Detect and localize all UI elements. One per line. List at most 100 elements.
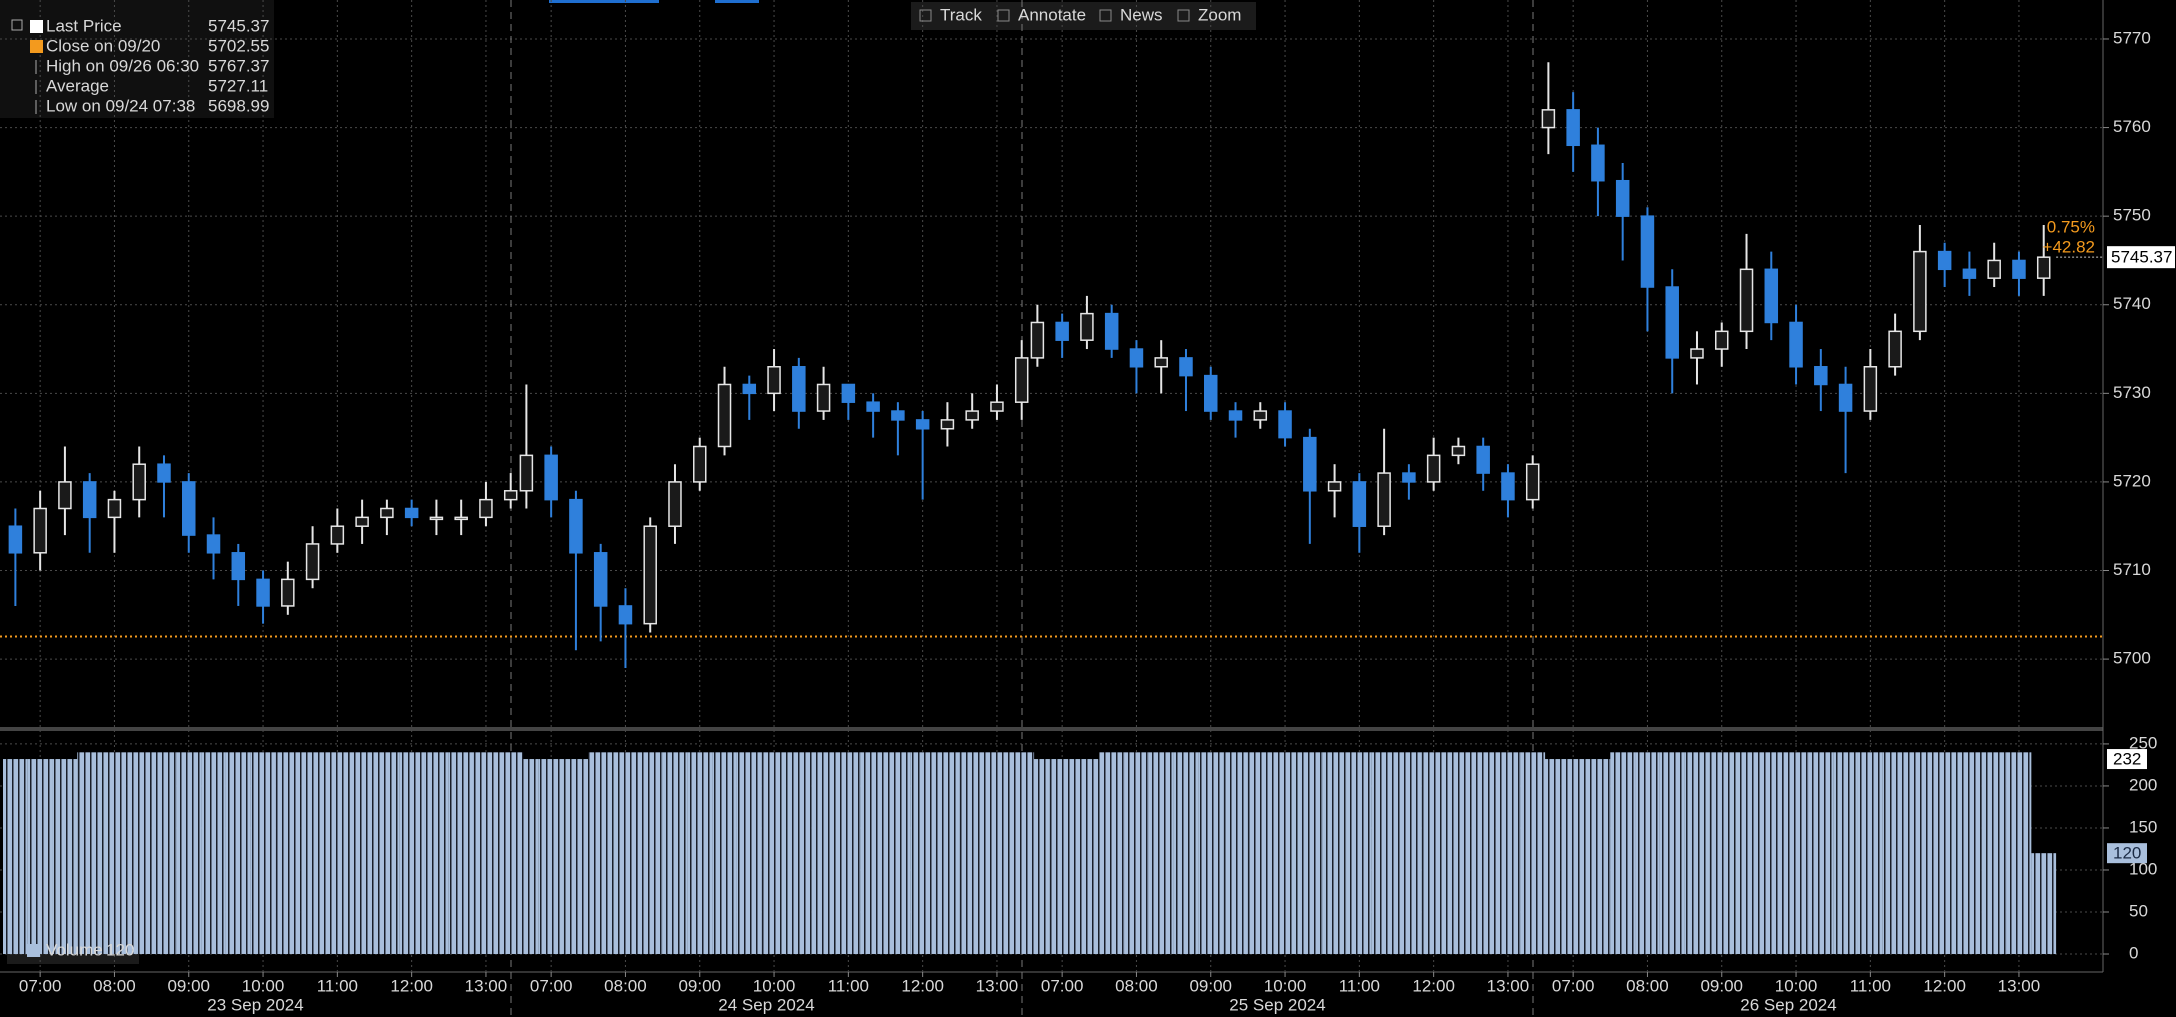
candle-body — [841, 383, 856, 403]
volume-bar — [662, 752, 688, 955]
legend-toggle[interactable] — [11, 19, 23, 31]
y-tick-label: 0 — [2129, 944, 2138, 963]
candle-body — [1665, 286, 1679, 359]
candle-body — [816, 383, 831, 412]
volume-bar — [473, 752, 499, 955]
x-tick-label: 08:00 — [604, 976, 647, 995]
x-tick-label: 09:00 — [1189, 976, 1232, 995]
x-tick-label: 09:00 — [1700, 976, 1743, 995]
volume-bar — [1758, 752, 1784, 955]
y-tick-label: 5760 — [2113, 117, 2151, 136]
x-tick-label: 13:00 — [1487, 976, 1530, 995]
volume-bar — [27, 759, 53, 955]
volume-bar — [1495, 752, 1521, 955]
toolbar-icon[interactable] — [1099, 9, 1112, 22]
volume-bar — [786, 752, 812, 955]
candle-body — [915, 419, 930, 430]
toolbar-icon[interactable] — [919, 9, 932, 22]
legend-label: High on 09/26 06:30 — [46, 56, 199, 75]
volume-bar — [201, 752, 226, 955]
toolbar-icon[interactable] — [1177, 9, 1190, 22]
x-tick-label: 08:00 — [1115, 976, 1158, 995]
volume-bar — [1684, 752, 1710, 955]
candle-body — [1228, 410, 1243, 421]
volume-bar — [1957, 752, 1982, 955]
candle-body — [767, 366, 781, 395]
toolbar-button[interactable]: News — [1120, 5, 1163, 24]
candle-body — [643, 525, 657, 625]
candle-body — [1962, 268, 1977, 279]
volume-bar — [1322, 752, 1347, 955]
volume-bar — [885, 752, 911, 955]
volume-bar — [1247, 752, 1273, 955]
candle-body — [1402, 472, 1416, 483]
candle-body — [1888, 330, 1902, 368]
candle-body — [1863, 366, 1878, 412]
legend-label: Average — [46, 76, 109, 95]
volume-bar — [1396, 752, 1422, 955]
change-pct: 0.75% — [2047, 218, 2095, 237]
tab[interactable] — [549, 0, 659, 3]
candle-body — [1179, 357, 1193, 377]
candle-body — [1715, 330, 1729, 350]
candle-body — [965, 410, 979, 421]
volume-bar — [1635, 752, 1660, 955]
candle-body — [1739, 268, 1754, 333]
candle-body — [1789, 321, 1803, 368]
candle-body — [940, 419, 955, 430]
toolbar-button[interactable]: Zoom — [1198, 5, 1241, 24]
candle-body — [1937, 250, 1952, 271]
volume-bar — [52, 759, 78, 955]
y-tick-label: 100 — [2129, 859, 2157, 878]
candle-body — [1154, 357, 1168, 368]
candle-body — [1253, 410, 1268, 421]
y-tick-label: 200 — [2129, 775, 2157, 794]
volume-bar — [1099, 752, 1125, 955]
volume-bar — [77, 752, 103, 955]
candle-body — [1690, 348, 1704, 359]
candle-body — [1014, 357, 1029, 403]
volume-bar — [712, 752, 737, 955]
tab[interactable] — [715, 0, 759, 3]
x-tick-label: 11:00 — [1339, 976, 1380, 995]
candle-body — [1204, 374, 1218, 412]
y-tick-label: 50 — [2129, 901, 2148, 920]
volume-bar — [1173, 752, 1199, 955]
candle-body — [1615, 179, 1630, 217]
x-tick-label: 09:00 — [167, 976, 210, 995]
date-label: 23 Sep 2024 — [207, 995, 303, 1014]
y-tick-label: 150 — [2129, 817, 2157, 836]
last-price-label: 5745.37 — [2111, 248, 2172, 267]
volume-bar — [1981, 752, 2007, 955]
volume-bar — [2031, 853, 2057, 955]
volume-bar — [1857, 752, 1883, 955]
candle-body — [182, 481, 196, 536]
panel-divider — [0, 727, 2103, 731]
volume-bar — [424, 752, 449, 955]
volume-bar — [1560, 759, 1586, 955]
candle-body — [1104, 312, 1119, 350]
legend-label: Low on 09/24 07:38 — [46, 96, 195, 115]
candle-body — [58, 481, 72, 510]
volume-bar — [126, 752, 152, 955]
volume-bar — [176, 752, 202, 955]
x-tick-label: 11:00 — [828, 976, 869, 995]
candle-body — [1640, 215, 1655, 288]
candle-body — [593, 552, 608, 607]
candle-body — [1913, 250, 1927, 333]
y-tick-label: 5770 — [2113, 28, 2151, 47]
volume-bar — [225, 752, 251, 955]
volume-bar — [1025, 759, 1050, 955]
toolbar-button[interactable]: Annotate — [1018, 5, 1086, 24]
toolbar-icon[interactable] — [997, 9, 1010, 22]
x-tick-label: 10:00 — [1264, 976, 1307, 995]
volume-bar — [1585, 759, 1611, 955]
candle-body — [544, 454, 558, 501]
volume-bar — [1272, 752, 1298, 955]
volume-bar — [1148, 752, 1174, 955]
candle-body — [2012, 259, 2026, 279]
toolbar-button[interactable]: Track — [940, 5, 982, 24]
candle-body — [866, 401, 880, 412]
